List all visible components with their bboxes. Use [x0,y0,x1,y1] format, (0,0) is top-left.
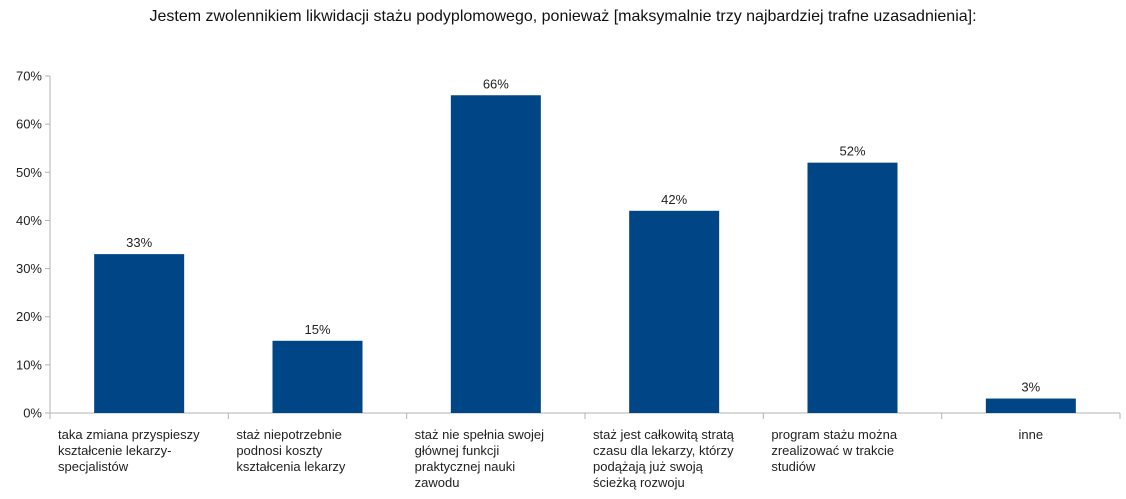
category-label-line: kształcenia lekarzy [236,459,346,474]
data-label: 33% [126,235,152,250]
bar [272,340,363,413]
category-label: taka zmiana przyspieszy kształcenie lekar… [58,427,200,474]
category-label: staż niepotrzebnie podnosi koszty kształce… [236,427,346,474]
data-label: 3% [1021,380,1040,395]
category-label-line: studiów [771,459,816,474]
category-label-line: staż nie spełnia swojej [415,427,544,442]
category-label: staż nie spełnia swojej głównej funkcji pr… [415,427,544,490]
category-label-line: podnosi koszty [236,443,322,458]
category-label-line: zrealizować w trakcie [771,443,894,458]
category-label: inne [1019,427,1044,442]
category-label-line: praktycznej nauki [415,459,516,474]
chart-title: Jestem zwolennikiem likwidacji stażu pod… [149,8,977,25]
category-label-line: taka zmiana przyspieszy [58,427,200,442]
y-tick-label: 40% [16,213,42,228]
data-label: 15% [304,322,330,337]
category-label-line: podążają już swoją [593,459,704,474]
category-label-line: czasu dla lekarzy, którzy [593,443,734,458]
category-label-line: staż niepotrzebnie [236,427,342,442]
y-tick-label: 60% [16,117,42,132]
bar [985,398,1076,413]
y-tick-label: 50% [16,165,42,180]
category-label-line: zawodu [415,475,460,490]
category-label-line: ścieżką rozwoju [593,475,685,490]
bar [94,254,185,413]
data-label: 42% [661,192,687,207]
axes [45,75,1121,419]
category-label-line: głównej funkcji [415,443,500,458]
category-label-line: staż jest całkowitą stratą [593,427,735,442]
bars [94,95,1076,413]
category-label-line: specjalistów [58,459,129,474]
bar [807,162,898,413]
y-tick-label: 10% [16,357,42,372]
bar [450,95,541,413]
y-tick-label: 30% [16,261,42,276]
data-label: 52% [839,144,865,159]
category-label-line: inne [1019,427,1044,442]
data-label: 66% [483,76,509,91]
y-tick-label: 70% [16,69,42,84]
y-tick-label: 20% [16,309,42,324]
labels: 0% 10% 20% 30% 40% 50% 60% 70% 33% taka zmiana pr… [16,69,1043,491]
y-tick-label: 0% [23,406,42,421]
category-label: program stażu można zrealizować w trakcie… [771,427,897,474]
category-label-line: program stażu można [771,427,897,442]
bar [629,210,720,413]
category-label: staż jest całkowitą stratą czasu dla leka… [593,427,735,490]
category-label-line: kształcenie lekarzy- [58,443,171,458]
